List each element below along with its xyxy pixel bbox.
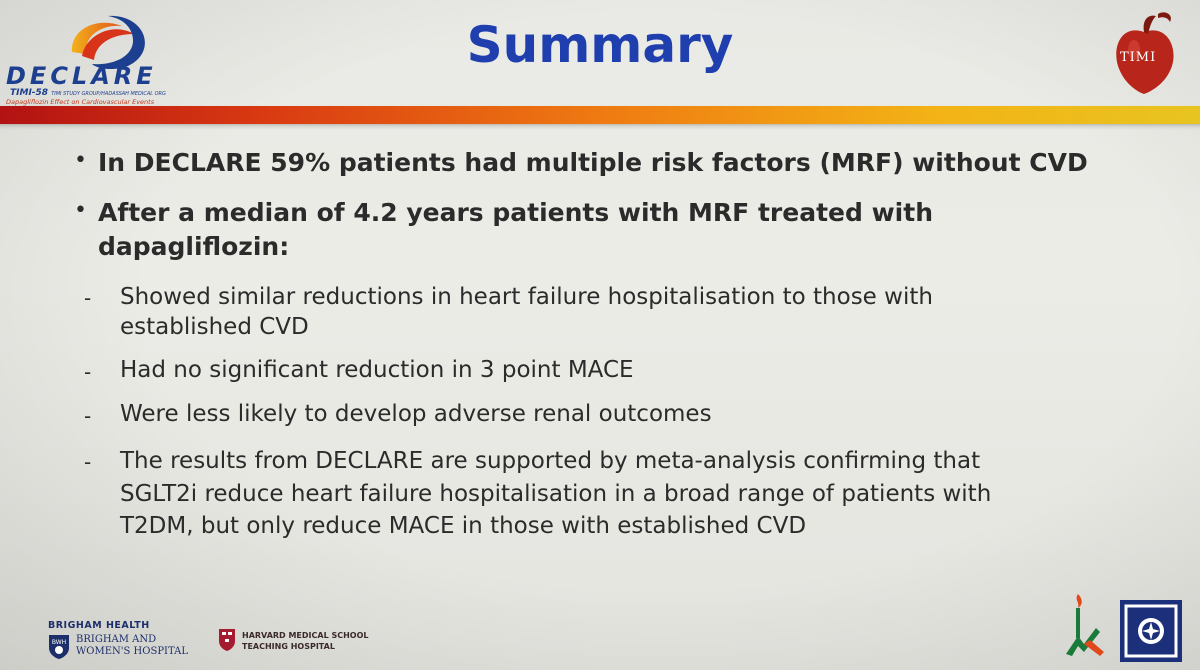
timi-logo-icon	[1116, 12, 1174, 94]
bwh-shield-text: BWH	[52, 639, 66, 646]
header-band-shadow	[0, 124, 1200, 130]
dash-marker: -	[84, 360, 92, 384]
subpoint-text: Had no significant reduction in 3 point …	[120, 357, 634, 383]
dash-marker: -	[84, 286, 92, 310]
dash-marker: -	[84, 404, 92, 428]
figure-logo-icon	[1066, 594, 1104, 656]
declare-trial-label: TIMI-58 TIMI STUDY GROUP/HADASSAH MEDICA…	[10, 88, 166, 98]
harvard-teaching-label: HARVARD MEDICAL SCHOOL TEACHING HOSPITAL	[242, 630, 369, 652]
slide-title: Summary	[466, 16, 734, 74]
harvard-line2: TEACHING HOSPITAL	[242, 642, 335, 651]
subpoint-text: SGLT2i reduce heart failure hospitalisat…	[120, 481, 992, 507]
bwh-name-line1: BRIGHAM AND	[76, 634, 157, 645]
subpoint-text: The results from DECLARE are supported b…	[120, 448, 981, 474]
subpoint-text: established CVD	[120, 314, 309, 340]
subpoint-text: T2DM, but only reduce MACE in those with…	[120, 513, 807, 539]
declare-wordmark: DECLARE	[6, 62, 157, 90]
declare-logo	[71, 15, 145, 70]
bullet-text: dapagliflozin:	[98, 232, 290, 261]
header-color-band	[0, 106, 1200, 124]
declare-trial-name: TIMI-58	[10, 88, 49, 98]
harvard-shield-icon	[219, 629, 235, 651]
bullet-marker: •	[74, 148, 87, 173]
bwh-shield-icon: BWH	[49, 635, 69, 659]
brigham-health-label: BRIGHAM HEALTH	[48, 620, 150, 631]
subpoint-text: Were less likely to develop adverse rena…	[120, 401, 712, 427]
bullet-text: After a median of 4.2 years patients wit…	[98, 198, 933, 227]
declare-subtitle: Dapagliflozin Effect on Cardiovascular E…	[6, 98, 155, 106]
bwh-name-line2: WOMEN'S HOSPITAL	[76, 646, 188, 657]
declare-trial-org: TIMI STUDY GROUP/HADASSAH MEDICAL ORG	[51, 91, 166, 97]
harvard-line1: HARVARD MEDICAL SCHOOL	[242, 631, 369, 640]
emblem-logo-icon	[1120, 600, 1182, 662]
bullet-text: In DECLARE 59% patients had multiple ris…	[98, 148, 1088, 177]
bwh-name: BRIGHAM AND WOMEN'S HOSPITAL	[76, 634, 188, 658]
slide-header: DECLARE TIMI-58 TIMI STUDY GROUP/HADASSA…	[0, 0, 1200, 108]
bullet-marker: •	[74, 198, 87, 223]
subpoint-text: Showed similar reductions in heart failu…	[120, 284, 933, 310]
dash-marker: -	[84, 450, 92, 474]
timi-logo-text: TIMI	[1120, 50, 1157, 65]
